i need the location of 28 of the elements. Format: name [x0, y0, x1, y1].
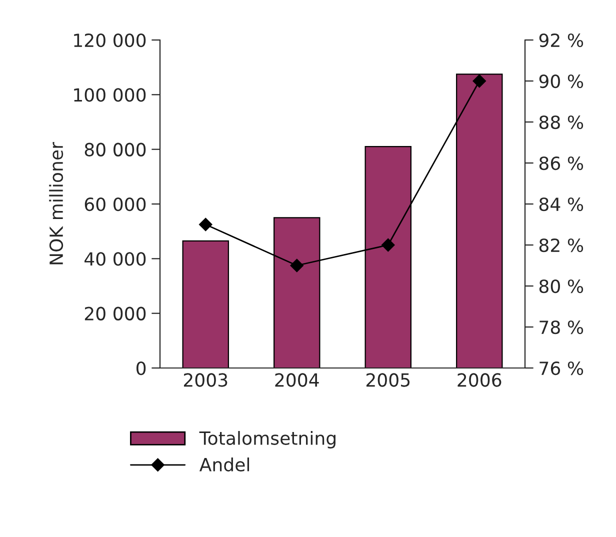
legend-label: Totalomsetning [199, 430, 336, 448]
y2-tick-label: 88 % [539, 115, 584, 130]
x-tick-label: 2005 [366, 373, 410, 387]
y-tick-label: 80 000 [84, 142, 146, 156]
point [382, 238, 395, 252]
point [472, 74, 486, 88]
y-tick-label: 40 000 [84, 252, 146, 266]
y2-tick-label: 78 % [540, 320, 584, 334]
y-tick-label: 120 000 [74, 33, 146, 48]
x-tick-label: 2006 [458, 373, 502, 387]
y-axis-title: NOK millioner [49, 142, 64, 264]
bar [182, 240, 229, 368]
y2-tick-label: 80 % [539, 279, 584, 294]
y2-tick-label: 76 % [540, 361, 584, 376]
y2-tick-label: 90 % [539, 74, 584, 88]
legend-label: Andel [199, 457, 250, 472]
point [199, 218, 212, 232]
y2-tick-label: 82 % [539, 238, 584, 252]
y-tick-label: 100 000 [74, 88, 146, 102]
y-tick-label: 20 000 [84, 306, 146, 320]
x-tick-label: 2003 [184, 373, 228, 387]
point [290, 258, 304, 272]
y2-tick-label: 86 % [539, 156, 584, 170]
y2-tick-label: 92 % [539, 33, 584, 48]
y2-tick-label: 84 % [539, 197, 584, 212]
y-tick-label: 0 [136, 361, 146, 376]
x-tick-label: 2004 [275, 373, 319, 387]
y-tick-label: 60 000 [84, 197, 146, 212]
